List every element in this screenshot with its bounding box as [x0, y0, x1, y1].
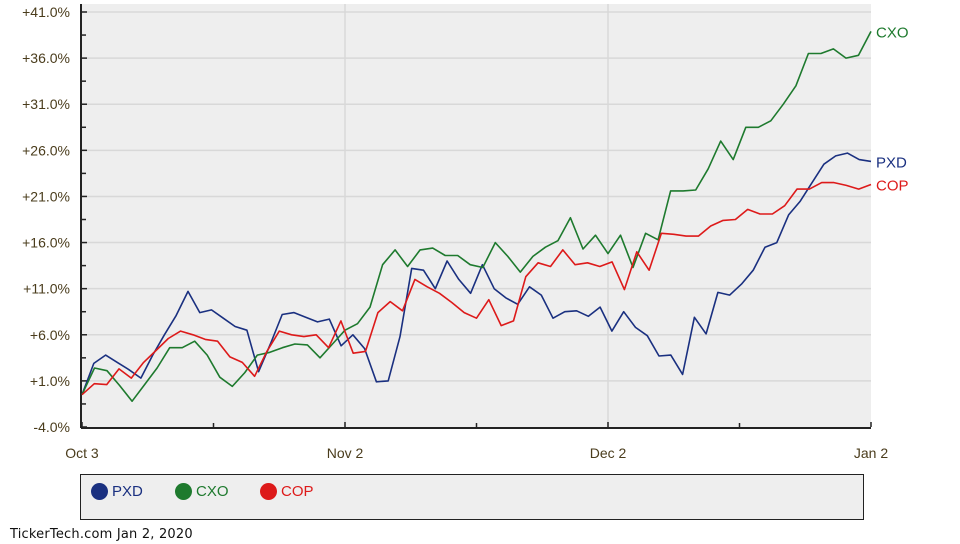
svg-text:+26.0%: +26.0%	[22, 142, 70, 158]
svg-text:CXO: CXO	[876, 24, 909, 41]
x-axis-tick-labels: Oct 3 Nov 2 Dec 2 Jan 2	[65, 445, 888, 461]
svg-text:+11.0%: +11.0%	[23, 281, 70, 297]
line-chart: +41.0% +36.0% +31.0% +26.0% +21.0% +16.0% +11.…	[22, 4, 909, 461]
svg-text:+31.0%: +31.0%	[22, 96, 70, 112]
svg-text:-4.0%: -4.0%	[33, 419, 70, 435]
svg-text:+16.0%: +16.0%	[22, 235, 70, 251]
series-end-labels: PXD CXO COP	[876, 24, 909, 194]
legend-label: COP	[281, 483, 314, 500]
series-lines	[81, 31, 872, 403]
legend: PXD CXO COP	[80, 474, 864, 520]
legend-item-pxd: PXD	[91, 483, 143, 500]
svg-text:Oct 3: Oct 3	[65, 445, 99, 461]
legend-item-cxo: CXO	[175, 483, 229, 500]
svg-text:Nov 2: Nov 2	[327, 445, 364, 461]
svg-text:Jan 2: Jan 2	[854, 445, 888, 461]
svg-text:+6.0%: +6.0%	[30, 327, 70, 343]
y-axis-tick-labels: +41.0% +36.0% +31.0% +26.0% +21.0% +16.0% +11.…	[22, 4, 70, 435]
source-footer: TickerTech.com Jan 2, 2020	[10, 527, 193, 542]
axes	[80, 4, 872, 429]
plot-area	[82, 4, 871, 427]
legend-dot-icon	[260, 483, 277, 500]
svg-text:+1.0%: +1.0%	[30, 373, 70, 389]
gridlines	[82, 4, 871, 427]
svg-text:PXD: PXD	[876, 154, 907, 171]
svg-text:+36.0%: +36.0%	[22, 50, 70, 66]
svg-text:COP: COP	[876, 177, 909, 194]
legend-dot-icon	[175, 483, 192, 500]
legend-item-cop: COP	[260, 483, 314, 500]
svg-text:Dec 2: Dec 2	[590, 445, 627, 461]
svg-text:+41.0%: +41.0%	[22, 4, 70, 20]
legend-label: CXO	[196, 483, 229, 500]
legend-label: PXD	[112, 483, 143, 500]
svg-text:+21.0%: +21.0%	[22, 188, 70, 204]
legend-dot-icon	[91, 483, 108, 500]
